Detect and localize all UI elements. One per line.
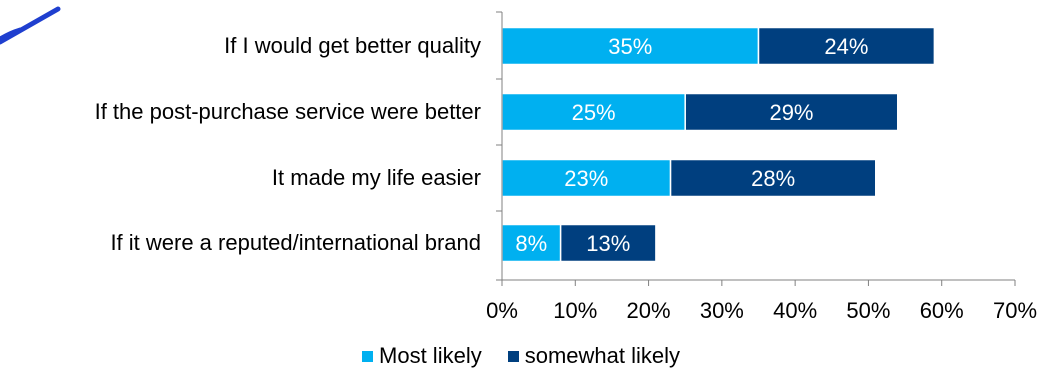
x-tick-label: 70%: [993, 298, 1037, 323]
legend-label-somewhat-likely: somewhat likely: [525, 343, 680, 369]
category-label: If it were a reputed/international brand: [110, 230, 481, 255]
category-label: If I would get better quality: [224, 33, 481, 58]
legend-swatch-most-likely: [362, 351, 373, 362]
x-tick-label: 10%: [553, 298, 597, 323]
data-label: 29%: [769, 100, 813, 125]
x-tick-label: 0%: [486, 298, 518, 323]
x-tick-label: 40%: [773, 298, 817, 323]
data-label: 35%: [608, 34, 652, 59]
category-label: It made my life easier: [272, 165, 481, 190]
decorative-swoosh: [0, 9, 58, 42]
legend-label-most-likely: Most likely: [379, 343, 482, 369]
data-label: 28%: [751, 166, 795, 191]
legend: Most likely somewhat likely: [0, 343, 1042, 369]
bars-group: 35% 24% 25% 29% 23% 28% 8% 13%: [502, 28, 934, 262]
stacked-bar-chart: 35% 24% 25% 29% 23% 28% 8% 13% If I would get b…: [0, 0, 1042, 340]
data-label: 8%: [515, 231, 547, 256]
x-tick-label: 30%: [700, 298, 744, 323]
x-tick-label: 50%: [846, 298, 890, 323]
legend-item-somewhat-likely: somewhat likely: [508, 343, 680, 369]
data-label: 25%: [572, 100, 616, 125]
data-label: 23%: [564, 166, 608, 191]
category-label: If the post-purchase service were better: [95, 99, 481, 124]
legend-swatch-somewhat-likely: [508, 351, 519, 362]
x-tick-label: 60%: [920, 298, 964, 323]
data-label: 13%: [586, 231, 630, 256]
x-tick-label: 20%: [627, 298, 671, 323]
data-label: 24%: [824, 34, 868, 59]
legend-item-most-likely: Most likely: [362, 343, 482, 369]
